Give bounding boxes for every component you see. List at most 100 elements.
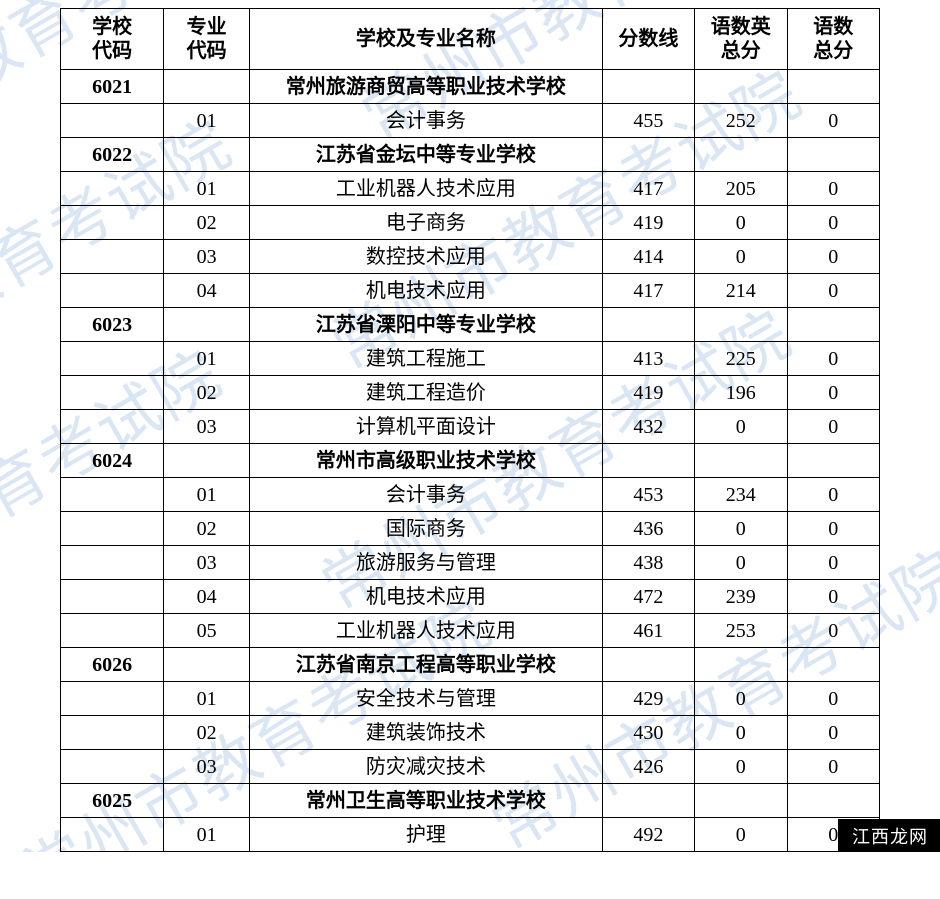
major-row: 04机电技术应用4172140	[61, 274, 880, 308]
yse-cell: 0	[695, 716, 787, 750]
empty-cell	[61, 478, 164, 512]
score-table: 学校代码 专业代码 学校及专业名称 分数线 语数英总分 语数总分 6021常州旅…	[60, 8, 880, 852]
school-row: 6021常州旅游商贸高等职业技术学校	[61, 70, 880, 104]
table-header-row: 学校代码 专业代码 学校及专业名称 分数线 语数英总分 语数总分	[61, 9, 880, 70]
empty-cell	[61, 342, 164, 376]
major-row: 01建筑工程施工4132250	[61, 342, 880, 376]
major-name-cell: 防灾减灾技术	[250, 750, 603, 784]
score-cell: 492	[602, 818, 694, 852]
major-code-cell: 05	[164, 614, 250, 648]
yse-cell: 0	[695, 546, 787, 580]
major-name-cell: 旅游服务与管理	[250, 546, 603, 580]
yse-cell: 239	[695, 580, 787, 614]
col-header-yse-total: 语数英总分	[695, 9, 787, 70]
school-row: 6025 常州卫生高等职业技术学校	[61, 784, 880, 818]
empty-cell	[602, 784, 694, 818]
empty-cell	[695, 70, 787, 104]
empty-cell	[602, 138, 694, 172]
school-name-cell: 江苏省溧阳中等专业学校	[250, 308, 603, 342]
school-code-cell: 6022	[61, 138, 164, 172]
ys-cell: 0	[787, 512, 879, 546]
ys-cell: 0	[787, 614, 879, 648]
school-row: 6024常州市高级职业技术学校	[61, 444, 880, 478]
empty-cell	[602, 648, 694, 682]
score-cell: 453	[602, 478, 694, 512]
score-cell: 429	[602, 682, 694, 716]
major-code-cell: 01	[164, 682, 250, 716]
empty-cell	[602, 70, 694, 104]
major-row: 04机电技术应用4722390	[61, 580, 880, 614]
empty-cell	[602, 308, 694, 342]
empty-cell	[695, 138, 787, 172]
major-name-cell: 国际商务	[250, 512, 603, 546]
yse-cell: 0	[695, 240, 787, 274]
empty-cell	[164, 308, 250, 342]
score-cell: 419	[602, 206, 694, 240]
yse-cell: 0	[695, 206, 787, 240]
empty-cell	[602, 444, 694, 478]
major-row: 03数控技术应用41400	[61, 240, 880, 274]
ys-cell: 0	[787, 342, 879, 376]
score-cell: 455	[602, 104, 694, 138]
score-cell: 417	[602, 172, 694, 206]
major-row: 02电子商务41900	[61, 206, 880, 240]
major-name-cell: 机电技术应用	[250, 580, 603, 614]
empty-cell	[695, 784, 787, 818]
yse-cell: 252	[695, 104, 787, 138]
yse-cell: 205	[695, 172, 787, 206]
major-row: 02建筑工程造价4191960	[61, 376, 880, 410]
major-code-cell: 02	[164, 716, 250, 750]
major-code-cell: 03	[164, 750, 250, 784]
score-cell: 417	[602, 274, 694, 308]
major-name-cell: 计算机平面设计	[250, 410, 603, 444]
major-row: 03旅游服务与管理43800	[61, 546, 880, 580]
ys-cell: 0	[787, 478, 879, 512]
major-code-cell: 02	[164, 206, 250, 240]
score-cell: 426	[602, 750, 694, 784]
score-cell: 432	[602, 410, 694, 444]
empty-cell	[61, 376, 164, 410]
empty-cell	[61, 274, 164, 308]
major-code-cell: 02	[164, 512, 250, 546]
major-name-cell: 安全技术与管理	[250, 682, 603, 716]
school-name-cell: 江苏省金坛中等专业学校	[250, 138, 603, 172]
empty-cell	[61, 818, 164, 852]
empty-cell	[61, 104, 164, 138]
yse-cell: 253	[695, 614, 787, 648]
ys-cell: 0	[787, 206, 879, 240]
empty-cell	[61, 240, 164, 274]
major-name-cell: 护理	[250, 818, 603, 852]
school-row: 6022 江苏省金坛中等专业学校	[61, 138, 880, 172]
major-name-cell: 电子商务	[250, 206, 603, 240]
empty-cell	[61, 410, 164, 444]
empty-cell	[61, 172, 164, 206]
score-cell: 472	[602, 580, 694, 614]
major-name-cell: 数控技术应用	[250, 240, 603, 274]
ys-cell: 0	[787, 716, 879, 750]
yse-cell: 225	[695, 342, 787, 376]
empty-cell	[164, 648, 250, 682]
score-cell: 430	[602, 716, 694, 750]
yse-cell: 196	[695, 376, 787, 410]
score-cell: 436	[602, 512, 694, 546]
ys-cell: 0	[787, 172, 879, 206]
major-code-cell: 01	[164, 342, 250, 376]
col-header-score: 分数线	[602, 9, 694, 70]
school-name-cell: 江苏省南京工程高等职业学校	[250, 648, 603, 682]
empty-cell	[61, 546, 164, 580]
yse-cell: 0	[695, 682, 787, 716]
major-code-cell: 01	[164, 104, 250, 138]
school-name-cell: 常州卫生高等职业技术学校	[250, 784, 603, 818]
empty-cell	[695, 648, 787, 682]
school-row: 6023江苏省溧阳中等专业学校	[61, 308, 880, 342]
score-cell: 438	[602, 546, 694, 580]
ys-cell: 0	[787, 580, 879, 614]
major-name-cell: 工业机器人技术应用	[250, 614, 603, 648]
ys-cell: 0	[787, 240, 879, 274]
school-code-cell: 6025	[61, 784, 164, 818]
major-name-cell: 建筑工程造价	[250, 376, 603, 410]
ys-cell: 0	[787, 546, 879, 580]
school-name-cell: 常州市高级职业技术学校	[250, 444, 603, 478]
col-header-name: 学校及专业名称	[250, 9, 603, 70]
ys-cell: 0	[787, 682, 879, 716]
